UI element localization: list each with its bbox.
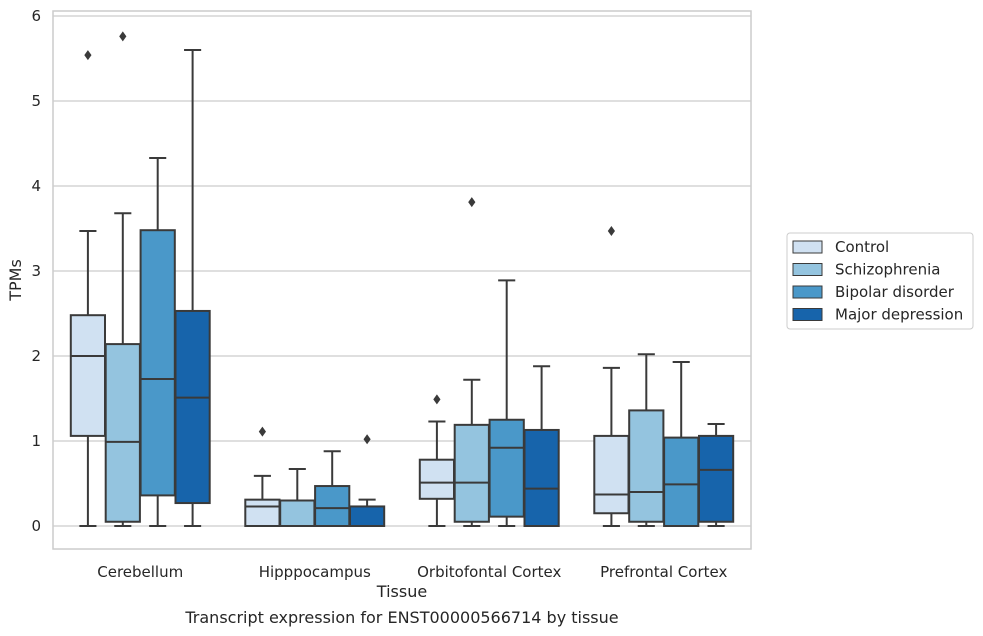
x-tick-label: Cerebellum bbox=[97, 563, 183, 581]
box-group bbox=[279, 468, 316, 527]
box bbox=[593, 434, 630, 515]
legend-label: Bipolar disorder bbox=[835, 283, 955, 301]
legend-label: Major depression bbox=[835, 306, 963, 324]
box bbox=[418, 458, 456, 500]
legend-item: Bipolar disorder bbox=[792, 283, 955, 301]
box bbox=[139, 229, 176, 497]
box-group bbox=[174, 49, 211, 527]
box-group bbox=[523, 365, 560, 528]
box bbox=[663, 436, 700, 528]
x-tick-label: Hipppocampus bbox=[259, 563, 371, 581]
box-series bbox=[69, 31, 735, 528]
box-group bbox=[139, 156, 176, 527]
outlier-marker bbox=[84, 50, 92, 61]
outlier-marker bbox=[119, 31, 127, 42]
x-axis-label: Tissue bbox=[376, 582, 427, 601]
legend-items: Control Schizophrenia Bipolar disorder Majo… bbox=[792, 238, 963, 324]
y-tick-labels: 0 1 2 3 4 5 6 bbox=[31, 7, 41, 535]
y-tick-label: 5 bbox=[31, 92, 41, 110]
box bbox=[348, 505, 386, 528]
outlier-marker bbox=[468, 197, 476, 208]
box bbox=[69, 314, 107, 437]
box-group bbox=[453, 197, 490, 527]
box bbox=[523, 428, 560, 528]
legend-swatch bbox=[792, 263, 823, 276]
legend: Control Schizophrenia Bipolar disorder Majo… bbox=[786, 232, 974, 330]
legend-frame bbox=[786, 232, 974, 330]
legend-item: Major depression bbox=[792, 306, 963, 324]
chart-caption: Transcript expression for ENST0000056671… bbox=[184, 608, 618, 627]
box bbox=[174, 309, 211, 505]
box bbox=[488, 418, 525, 518]
legend-item: Control bbox=[792, 238, 889, 256]
y-tick-label: 4 bbox=[31, 177, 41, 195]
box bbox=[453, 423, 490, 523]
x-tick-labels: Cerebellum Hipppocampus Orbitofontal Corte… bbox=[97, 563, 727, 581]
y-tick-label: 1 bbox=[31, 432, 41, 450]
legend-label: Control bbox=[835, 238, 889, 256]
outlier-marker bbox=[433, 394, 441, 405]
outlier-marker bbox=[258, 426, 266, 437]
x-tick-label: Orbitofontal Cortex bbox=[417, 563, 561, 581]
y-tick-label: 2 bbox=[31, 347, 41, 365]
box bbox=[244, 498, 281, 527]
legend-item: Schizophrenia bbox=[792, 261, 940, 279]
box-group bbox=[488, 279, 525, 527]
plot-frame bbox=[52, 10, 752, 550]
legend-swatch bbox=[792, 308, 823, 321]
outlier-marker bbox=[607, 226, 615, 237]
box-group bbox=[628, 353, 665, 527]
box-group bbox=[69, 50, 107, 527]
box-group bbox=[314, 450, 351, 527]
box-group bbox=[348, 434, 386, 528]
y-tick-label: 0 bbox=[31, 517, 41, 535]
box-group bbox=[663, 360, 700, 528]
box-group bbox=[697, 423, 735, 527]
y-axis-label: TPMs bbox=[6, 259, 25, 302]
outlier-marker bbox=[363, 434, 371, 445]
legend-swatch bbox=[792, 285, 823, 299]
x-tick-label: Prefrontal Cortex bbox=[600, 563, 727, 581]
box-group bbox=[418, 394, 456, 527]
legend-label: Schizophrenia bbox=[835, 261, 940, 279]
box bbox=[314, 485, 351, 527]
box-group bbox=[593, 226, 630, 527]
box bbox=[697, 434, 735, 523]
legend-swatch bbox=[792, 240, 823, 254]
box bbox=[279, 499, 316, 527]
box bbox=[104, 343, 141, 523]
box-group bbox=[104, 31, 141, 527]
y-tick-label: 3 bbox=[31, 262, 41, 280]
box bbox=[628, 409, 665, 523]
y-tick-label: 6 bbox=[31, 7, 41, 25]
